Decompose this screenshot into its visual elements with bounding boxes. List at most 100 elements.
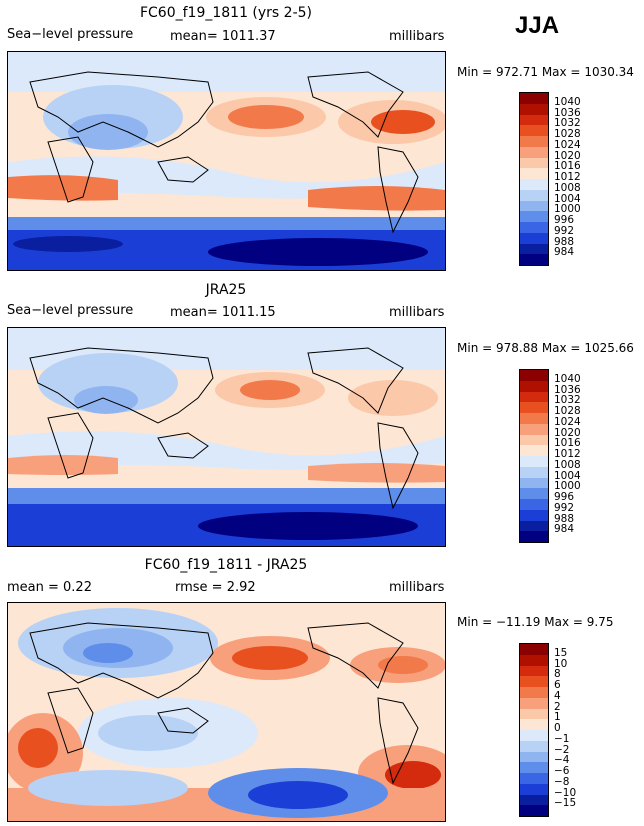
- panel3-colorbar: [519, 643, 549, 817]
- colorbar-tick-label: 996: [554, 214, 575, 226]
- colorbar-swatch: [520, 794, 548, 806]
- panel1-minmax: Min = 972.71 Max = 1030.34: [457, 65, 634, 79]
- colorbar-swatch: [520, 93, 548, 104]
- panel3-mean-label: mean = 0.22: [7, 580, 92, 595]
- colorbar-swatch: [520, 200, 548, 212]
- colorbar-swatch: [520, 103, 548, 115]
- panel3-title: FC60_f19_1811 - JRA25: [144, 557, 308, 573]
- colorbar-swatch: [520, 445, 548, 456]
- colorbar-tick-label: 1008: [554, 458, 581, 471]
- colorbar-swatch: [520, 773, 548, 784]
- colorbar-swatch: [520, 434, 548, 446]
- colorbar-tick-label: 988: [554, 512, 575, 525]
- colorbar-tick-label: 988: [554, 235, 575, 248]
- panel3-minmax: Min = −11.19 Max = 9.75: [457, 615, 614, 629]
- panel1-colorbar: [519, 92, 549, 266]
- colorbar-swatch: [520, 157, 548, 169]
- colorbar-swatch: [520, 168, 548, 179]
- panel3-max-value: 9.75: [586, 615, 614, 629]
- colorbar-swatch: [520, 751, 548, 763]
- colorbar-tick-label: 1016: [554, 160, 581, 173]
- panel1-variable-label: Sea−level pressure: [7, 27, 134, 42]
- colorbar-tick-label: 1024: [554, 415, 581, 428]
- colorbar-swatch: [520, 114, 548, 126]
- colorbar-tick-label: 1008: [554, 181, 581, 194]
- colorbar-swatch: [520, 644, 548, 655]
- colorbar-swatch: [520, 783, 548, 795]
- colorbar-tick-label: 1012: [554, 171, 581, 183]
- colorbar-swatch: [520, 509, 548, 521]
- colorbar-tick-label: 2: [554, 700, 561, 713]
- colorbar-tick-label: 4: [554, 689, 561, 702]
- colorbar-tick-label: −8: [554, 775, 570, 788]
- colorbar-tick-label: 6: [554, 679, 561, 691]
- colorbar-tick-label: −4: [554, 754, 570, 767]
- colorbar-swatch: [520, 762, 548, 773]
- panel1-min-value: 972.71: [495, 65, 538, 79]
- colorbar-tick-label: −1: [554, 732, 570, 745]
- colorbar-swatch: [520, 740, 548, 752]
- colorbar-swatch: [520, 708, 548, 720]
- season-label: JJA: [515, 12, 560, 39]
- panel1-title: FC60_f19_1811 (yrs 2-5): [139, 5, 313, 21]
- colorbar-swatch: [520, 676, 548, 687]
- colorbar-swatch: [520, 654, 548, 666]
- colorbar-swatch: [520, 456, 548, 467]
- panel2-mean-label: mean= 1011.15: [170, 305, 276, 320]
- colorbar-swatch: [520, 730, 548, 741]
- colorbar-swatch: [520, 477, 548, 489]
- panel1-units: millibars: [389, 29, 445, 44]
- colorbar-tick-label: 8: [554, 668, 561, 681]
- colorbar-swatch: [520, 466, 548, 478]
- colorbar-swatch: [520, 531, 548, 542]
- colorbar-tick-label: 1016: [554, 437, 581, 450]
- colorbar-tick-label: −2: [554, 743, 570, 756]
- colorbar-tick-label: 1036: [554, 383, 581, 396]
- colorbar-swatch: [520, 719, 548, 730]
- colorbar-swatch: [520, 136, 548, 147]
- colorbar-swatch: [520, 499, 548, 510]
- colorbar-tick-label: 1032: [554, 117, 581, 130]
- colorbar-swatch: [520, 254, 548, 265]
- colorbar-tick-label: 996: [554, 491, 575, 503]
- colorbar-swatch: [520, 243, 548, 255]
- colorbar-tick-label: 1024: [554, 138, 581, 151]
- colorbar-swatch: [520, 222, 548, 233]
- colorbar-tick-label: 1000: [554, 480, 581, 493]
- colorbar-swatch: [520, 665, 548, 677]
- panel3-rmse-label: rmse = 2.92: [175, 580, 256, 595]
- panel3-units: millibars: [389, 580, 445, 595]
- panel1-map: [7, 51, 446, 271]
- colorbar-swatch: [520, 805, 548, 816]
- colorbar-swatch: [520, 697, 548, 709]
- colorbar-tick-label: 1028: [554, 128, 581, 140]
- colorbar-swatch: [520, 189, 548, 201]
- panel2-variable-label: Sea−level pressure: [7, 303, 134, 318]
- colorbar-tick-label: 1040: [554, 372, 581, 385]
- colorbar-swatch: [520, 370, 548, 381]
- colorbar-tick-label: −10: [554, 786, 577, 799]
- colorbar-swatch: [520, 423, 548, 435]
- colorbar-swatch: [520, 179, 548, 190]
- colorbar-tick-label: −6: [554, 765, 570, 777]
- panel2-min-value: 978.88: [495, 341, 538, 355]
- colorbar-tick-label: 992: [554, 224, 575, 237]
- colorbar-swatch: [520, 380, 548, 392]
- colorbar-tick-label: 1012: [554, 448, 581, 460]
- colorbar-swatch: [520, 211, 548, 222]
- colorbar-swatch: [520, 488, 548, 499]
- panel1-max-value: 1030.34: [584, 65, 634, 79]
- colorbar-tick-label: 1: [554, 711, 561, 724]
- colorbar-tick-label: 992: [554, 501, 575, 514]
- colorbar-tick-label: 1040: [554, 95, 581, 108]
- colorbar-tick-label: 10: [554, 657, 568, 670]
- panel1-mean-label: mean= 1011.37: [170, 29, 276, 44]
- panel3-map: [7, 602, 446, 822]
- colorbar-tick-label: 1028: [554, 405, 581, 417]
- colorbar-tick-label: −15: [554, 797, 577, 810]
- colorbar-tick-label: 1004: [554, 192, 581, 205]
- panel2-map: [7, 327, 446, 547]
- colorbar-tick-label: 984: [554, 246, 575, 259]
- panel2-colorbar: [519, 369, 549, 543]
- colorbar-swatch: [520, 520, 548, 532]
